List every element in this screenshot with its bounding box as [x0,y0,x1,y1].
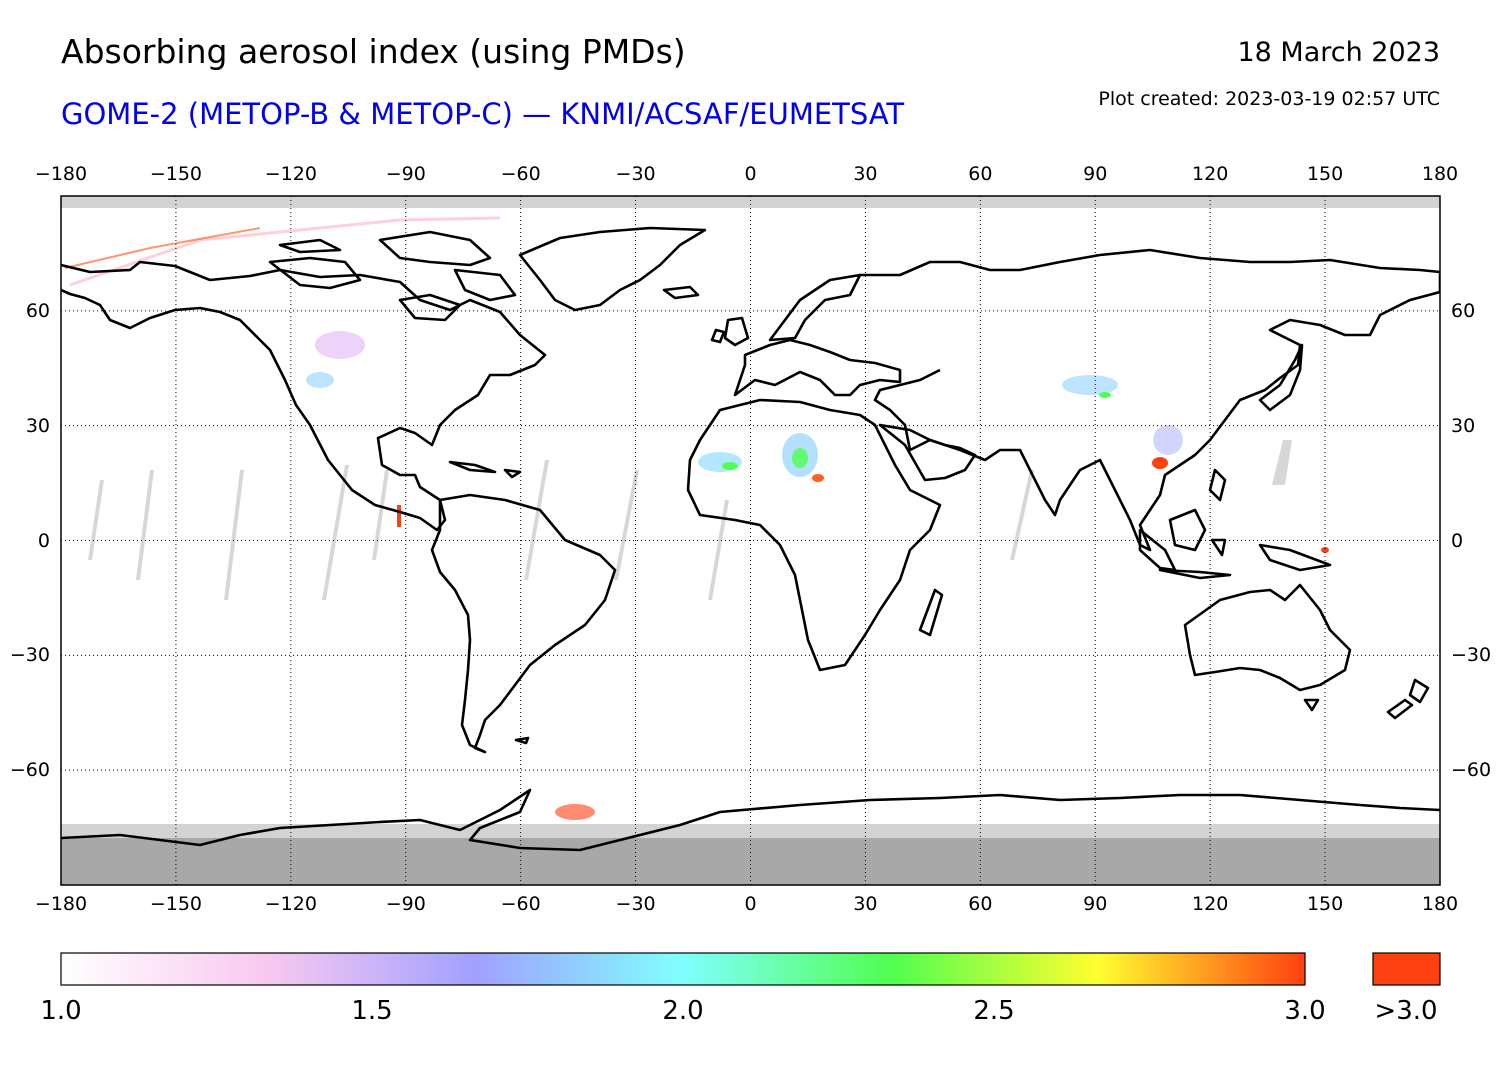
arctic-islands [268,230,517,322]
map-date: 18 March 2023 [1237,37,1440,68]
polar-night-south [61,838,1440,885]
longitude-tick-label: 0 [744,893,757,915]
longitude-tick-label: −120 [264,893,317,915]
latitude-tick-label: 60 [1451,299,1476,322]
longitude-tick-label: 60 [968,163,993,185]
longitude-tick-label: 60 [968,893,993,915]
japan [1258,343,1304,412]
british-isles [710,316,750,347]
iceland [662,285,700,300]
longitude-tick-label: 150 [1306,893,1344,915]
colorbar-overflow-label: >3.0 [1374,996,1438,1026]
colorbar-tick-label: 1.5 [351,996,393,1026]
arabian-peninsula [878,423,977,482]
latitude-tick-label: −60 [1451,759,1492,782]
longitude-tick-label: −150 [149,893,202,915]
latitude-tick-label: −60 [9,759,50,782]
aerosol-signal [64,216,1329,820]
swath-gaps [88,440,1292,600]
map-frame [60,195,1441,886]
longitude-tick-label: 0 [744,163,757,185]
no-data-north [61,196,1440,208]
longitude-tick-label: 90 [1083,163,1108,185]
caribbean-islands [448,460,522,479]
colorbar-tick-label: 2.5 [973,996,1015,1026]
latitude-tick-label: 60 [25,299,50,322]
tasmania [1303,698,1320,712]
coastlines [61,226,1440,852]
latitude-tick-label: −30 [9,644,50,667]
plot-created-timestamp: Plot created: 2023-03-19 02:57 UTC [1098,88,1440,110]
longitude-tick-label: 150 [1306,163,1344,185]
longitude-tick-label: 120 [1192,163,1229,185]
falkland-islands [514,736,530,745]
north-america-coast [61,260,547,532]
africa-coast [686,398,942,672]
south-america-coast [430,493,617,754]
longitude-tick-label: 30 [853,893,878,915]
gridlines [61,196,1440,885]
longitude-tick-label: −120 [264,163,317,185]
colorbar [60,952,1306,986]
latitude-tick-label: 30 [25,414,50,437]
southeast-asia-islands [1138,468,1332,580]
latitude-tick-label: 30 [1451,414,1476,437]
map-subtitle: GOME-2 (METOP-B & METOP-C) — KNMI/ACSAF/… [61,97,905,131]
longitude-tick-label: −180 [34,163,88,185]
latitude-tick-label: −30 [1451,644,1492,667]
longitude-tick-label: −180 [34,893,88,915]
longitude-tick-label: 90 [1083,893,1108,915]
longitude-tick-label: −90 [385,893,426,915]
latitude-tick-label: 0 [37,529,50,552]
colorbar-tick-label: 2.0 [662,996,704,1026]
map-title: Absorbing aerosol index (using PMDs) [61,32,686,71]
australia-coast [1183,583,1352,692]
longitude-tick-label: 120 [1192,893,1229,915]
longitude-tick-label: −30 [615,893,656,915]
longitude-tick-label: 180 [1421,893,1459,915]
antarctica-coast [61,788,1440,852]
colorbar-tick-label: 1.0 [40,996,82,1026]
longitude-tick-label: −90 [385,163,426,185]
longitude-tick-label: −150 [149,163,202,185]
longitude-tick-label: −60 [500,163,541,185]
greenland-coast [518,226,707,312]
longitude-tick-label: 180 [1421,163,1459,185]
colorbar-tick-label: 3.0 [1284,996,1326,1026]
longitude-tick-label: −30 [615,163,656,185]
new-zealand [1386,678,1430,720]
longitude-tick-label: 30 [853,163,878,185]
madagascar [918,588,944,637]
colorbar-overflow-swatch [1372,952,1441,986]
longitude-tick-label: −60 [500,893,541,915]
latitude-tick-label: 0 [1451,529,1464,552]
europe-coast [733,273,902,397]
